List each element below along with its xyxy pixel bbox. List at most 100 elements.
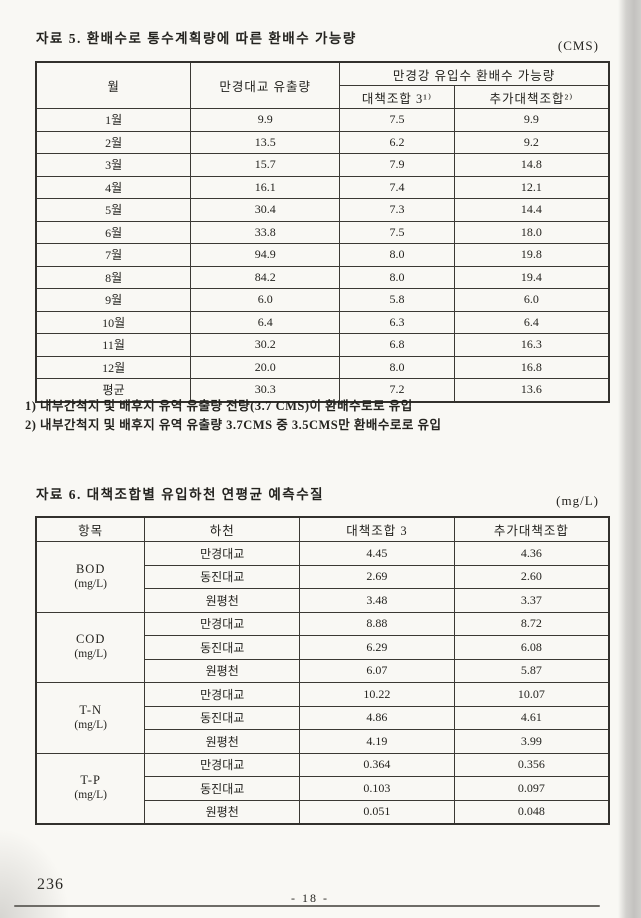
parameter-cell: T-P (mg/L) — [35, 752, 146, 825]
value-cell: 16.1 — [190, 175, 341, 199]
footnotes: 1) 내부간척지 및 배후지 유역 유출량 전량(3.7 CMS)이 환배수로로… — [25, 397, 441, 435]
value-cell: 3.99 — [453, 729, 610, 754]
river-cell: 동진대교 — [144, 705, 301, 730]
table6-col-plan3: 대책조합 3 — [299, 516, 455, 542]
river-cell: 원평천 — [144, 588, 301, 613]
value-cell: 9.2 — [453, 130, 610, 154]
table-row: 8월 84.2 8.0 19.4 — [35, 265, 610, 289]
parameter-cell: T-N (mg/L) — [35, 682, 146, 754]
value-cell: 0.364 — [299, 752, 455, 777]
table-header-row: 대책조합 3¹⁾ 추가대책조합²⁾ — [36, 85, 610, 109]
month-cell: 8월 — [35, 265, 192, 289]
value-cell: 7.9 — [339, 153, 455, 177]
table-row: 동진대교 6.29 6.08 — [36, 635, 610, 660]
value-cell: 6.07 — [299, 658, 455, 683]
river-cell: 동진대교 — [144, 635, 301, 660]
scan-right-edge-artifact — [618, 0, 641, 918]
parameter-name: T-N — [79, 702, 103, 717]
table6-body: BOD (mg/L) 만경대교 4.45 4.36 동진대교 2.69 2.60 원평천 3.48… — [35, 541, 610, 825]
value-cell: 4.19 — [299, 729, 455, 754]
value-cell: 33.8 — [190, 220, 341, 244]
parameter-cell: COD (mg/L) — [35, 611, 146, 683]
table-row: 11월 30.2 6.8 16.3 — [35, 333, 610, 357]
parameter-unit: (mg/L) — [74, 789, 107, 802]
value-cell: 4.36 — [453, 541, 610, 566]
value-cell: 0.097 — [453, 776, 610, 801]
value-cell: 19.8 — [453, 243, 610, 267]
value-cell: 30.2 — [190, 333, 341, 357]
month-cell: 10월 — [35, 310, 192, 334]
value-cell: 6.29 — [299, 635, 455, 660]
value-cell: 30.4 — [190, 198, 341, 222]
month-cell: 1월 — [35, 108, 192, 132]
value-cell: 7.5 — [339, 108, 455, 132]
table6-col-addplan: 추가대책조합 — [453, 516, 610, 542]
month-cell: 7월 — [35, 243, 192, 267]
value-cell: 4.86 — [299, 705, 455, 730]
value-cell: 2.60 — [453, 564, 610, 589]
value-cell: 15.7 — [190, 153, 341, 177]
value-cell: 3.37 — [453, 588, 610, 613]
value-cell: 12.1 — [453, 175, 610, 199]
value-cell: 30.3 — [190, 378, 341, 402]
table-row: 4월 16.1 7.4 12.1 — [35, 175, 610, 199]
month-cell: 6월 — [35, 220, 192, 244]
value-cell: 0.051 — [299, 799, 455, 825]
value-cell: 20.0 — [190, 355, 341, 379]
river-cell: 동진대교 — [144, 564, 301, 589]
table5-header: 월 만경대교 유출량 만경강 유입수 환배수 가능량 대책조합 3¹⁾ 추가대책… — [35, 61, 610, 109]
value-cell: 16.3 — [453, 333, 610, 357]
value-cell: 3.48 — [299, 588, 455, 613]
page-number-section: - 18 - — [291, 891, 329, 905]
month-cell: 3월 — [35, 153, 192, 177]
value-cell: 84.2 — [190, 265, 341, 289]
table-row: 동진대교 4.86 4.61 — [36, 705, 610, 730]
table6-unit-label: (mg/L) — [556, 493, 599, 508]
table-row: 3월 15.7 7.9 14.8 — [35, 153, 610, 177]
value-cell: 16.8 — [453, 355, 610, 379]
table-row: BOD (mg/L) 만경대교 4.45 4.36 — [35, 541, 610, 613]
footnote-2: 2) 내부간척지 및 배후지 유역 유출량 3.7CMS 중 3.5CMS만 환… — [25, 418, 442, 432]
value-cell: 6.0 — [190, 288, 341, 312]
value-cell: 6.8 — [339, 333, 455, 357]
table6-col-river: 하천 — [144, 516, 301, 542]
value-cell: 18.0 — [453, 220, 610, 244]
table5-body: 1월 9.9 7.5 9.9 2월 13.5 6.2 9.2 3월 15.7 7.9 14.8 4월 16… — [35, 108, 610, 402]
parameter-name: BOD — [75, 561, 106, 576]
table-row: 10월 6.4 6.3 6.4 — [35, 310, 610, 334]
table-row: 12월 20.0 8.0 16.8 — [35, 355, 610, 379]
table5-unit-label: (CMS) — [557, 38, 599, 53]
table-row: COD (mg/L) 만경대교 8.88 8.72 — [35, 611, 610, 683]
river-cell: 원평천 — [144, 658, 301, 683]
table5-col-plan3: 대책조합 3¹⁾ — [339, 85, 455, 109]
value-cell: 6.08 — [453, 635, 610, 660]
parameter-unit: (mg/L) — [74, 718, 107, 731]
table-row: 원평천 3.48 3.37 — [36, 588, 610, 613]
value-cell: 94.9 — [190, 243, 341, 267]
month-cell: 9월 — [35, 288, 192, 312]
table-row: 1월 9.9 7.5 9.9 — [35, 108, 610, 132]
table5-col-span: 만경강 유입수 환배수 가능량 — [339, 61, 610, 86]
table-row: 동진대교 0.103 0.097 — [36, 776, 610, 801]
table-row: T-P (mg/L) 만경대교 0.364 0.356 — [35, 752, 610, 825]
table-row: 원평천 0.051 0.048 — [36, 799, 610, 825]
value-cell: 10.22 — [299, 682, 455, 707]
value-cell: 6.4 — [453, 310, 610, 334]
parameter-name: COD — [75, 632, 106, 647]
table5-title: 자료 5. 환배수로 통수계획량에 따른 환배수 가능량 — [36, 31, 357, 47]
river-cell: 만경대교 — [144, 682, 301, 707]
value-cell: 10.07 — [453, 682, 610, 707]
table-row: T-N (mg/L) 만경대교 10.22 10.07 — [35, 682, 610, 754]
scan-bottom-edge-artifact — [14, 905, 600, 907]
table-header-row: 항목 하천 대책조합 3 추가대책조합 — [35, 516, 610, 542]
table6-title: 자료 6. 대책조합별 유입하천 연평균 예측수질 — [36, 487, 325, 503]
value-cell: 5.87 — [453, 658, 610, 683]
value-cell: 5.8 — [339, 288, 455, 312]
river-cell: 만경대교 — [144, 541, 301, 566]
table6-water-quality: 항목 하천 대책조합 3 추가대책조합 BOD (mg/L) 만경대교 4.45 4.3… — [35, 516, 610, 825]
table-row: 원평천 4.19 3.99 — [36, 729, 610, 754]
table5-monthly-flow: 월 만경대교 유출량 만경강 유입수 환배수 가능량 대책조합 3¹⁾ 추가대책… — [35, 61, 610, 403]
value-cell: 4.45 — [299, 541, 455, 566]
value-cell: 0.048 — [453, 799, 610, 825]
value-cell: 7.5 — [339, 220, 455, 244]
